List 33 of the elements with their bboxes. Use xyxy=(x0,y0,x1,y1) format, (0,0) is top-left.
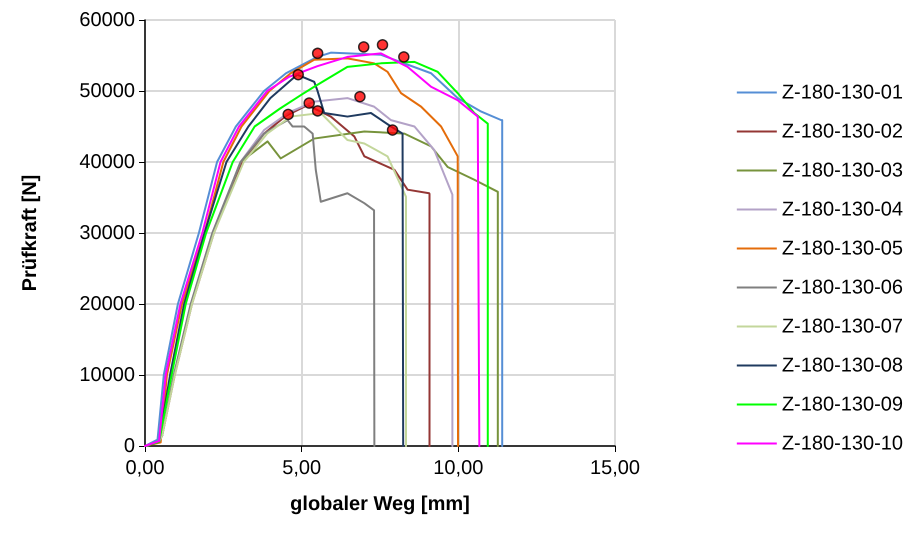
y-tick-label: 40000 xyxy=(79,151,135,173)
legend-label: Z-180-130-10 xyxy=(782,432,904,454)
y-tick-label: 60000 xyxy=(79,9,135,31)
point xyxy=(292,68,304,80)
point xyxy=(358,41,370,53)
point xyxy=(354,90,366,102)
legend-label: Z-180-130-07 xyxy=(782,316,904,338)
legend-label: Z-180-130-08 xyxy=(782,354,904,376)
point xyxy=(386,124,398,136)
legend-label: Z-180-130-05 xyxy=(782,238,904,260)
point xyxy=(312,48,324,60)
y-tick-label: 20000 xyxy=(79,293,135,315)
legend-label: Z-180-130-03 xyxy=(782,160,904,182)
x-tick-label: 5,00 xyxy=(282,457,322,479)
point xyxy=(303,97,315,109)
point xyxy=(376,39,388,51)
y-tick-label: 30000 xyxy=(79,222,135,244)
x-axis-title: globaler Weg [mm] xyxy=(290,493,470,515)
x-tick-label: 10,00 xyxy=(433,457,484,479)
point xyxy=(398,51,410,63)
y-tick-label: 0 xyxy=(124,435,135,457)
point xyxy=(282,108,294,120)
x-tick-label: 0,00 xyxy=(126,457,164,479)
legend-label: Z-180-130-09 xyxy=(782,394,904,416)
legend-label: Z-180-130-01 xyxy=(782,82,904,104)
legend-label: Z-180-130-06 xyxy=(782,276,904,298)
point xyxy=(312,105,324,117)
x-tick-label: 15,00 xyxy=(590,457,640,479)
legend-label: Z-180-130-02 xyxy=(782,120,904,142)
y-axis-title: Prüfkraft [N] xyxy=(19,174,41,292)
legend-label: Z-180-130-04 xyxy=(782,198,904,220)
y-tick-label: 10000 xyxy=(79,364,135,386)
y-tick-label: 50000 xyxy=(79,80,135,102)
